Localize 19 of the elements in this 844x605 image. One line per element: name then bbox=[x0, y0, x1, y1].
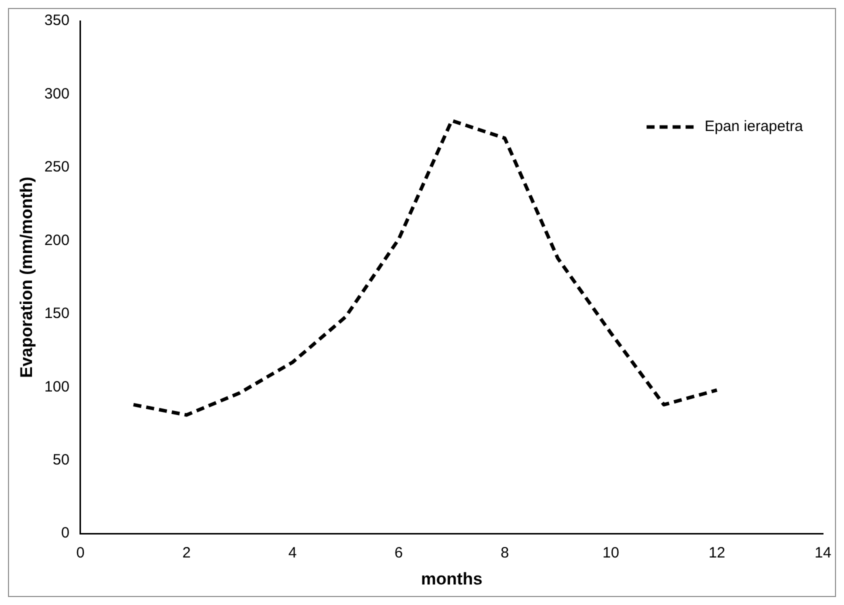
x-tick-label: 14 bbox=[814, 544, 832, 562]
y-tick-label: 50 bbox=[52, 452, 70, 469]
legend-label: Epan ierapetra bbox=[704, 118, 804, 136]
y-axis-title: Evaporation (mm/month) bbox=[16, 176, 36, 378]
y-tick-label: 150 bbox=[44, 305, 70, 322]
x-tick-label: 2 bbox=[182, 544, 191, 562]
y-tick-label: 100 bbox=[44, 378, 70, 396]
x-tick-label: 10 bbox=[602, 544, 620, 562]
y-tick-label: 0 bbox=[61, 524, 70, 542]
y-tick-label: 350 bbox=[44, 12, 70, 30]
x-tick-label: 0 bbox=[76, 544, 85, 562]
x-axis-title: months bbox=[421, 569, 482, 588]
y-tick-label: 200 bbox=[44, 232, 70, 249]
x-tick-label: 4 bbox=[288, 544, 297, 562]
y-tick-label: 250 bbox=[44, 158, 70, 176]
x-tick-label: 12 bbox=[708, 544, 726, 562]
y-tick-label: 300 bbox=[44, 85, 70, 102]
x-tick-label: 6 bbox=[394, 544, 403, 562]
x-tick-label: 8 bbox=[500, 544, 509, 562]
